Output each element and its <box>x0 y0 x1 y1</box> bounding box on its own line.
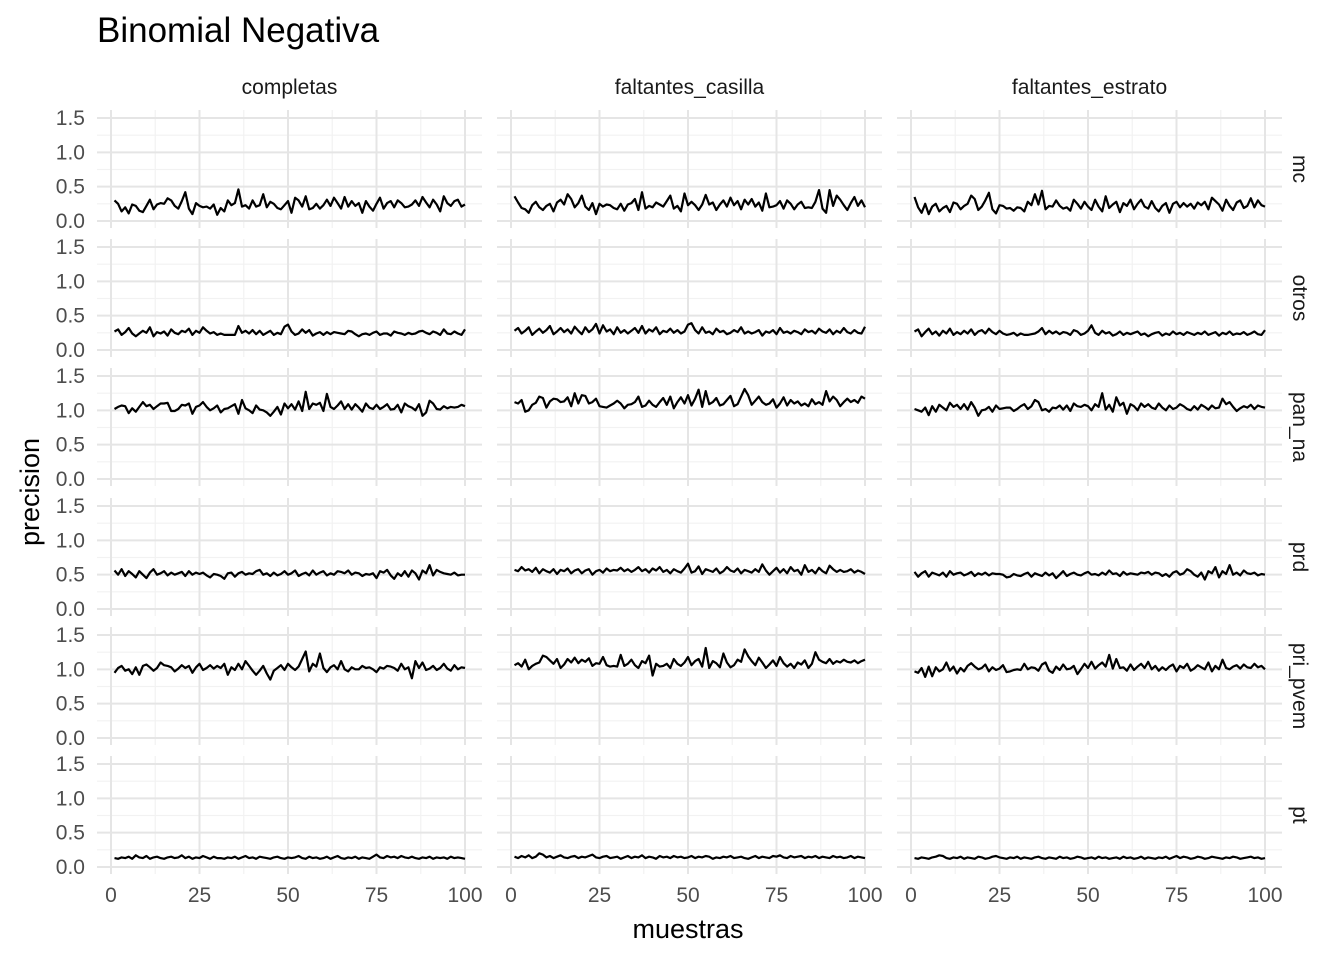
chart-title: Binomial Negativa <box>97 11 380 50</box>
series-line-otros-faltantes_casilla <box>513 322 866 337</box>
facet-column-label-faltantes_casilla: faltantes_casilla <box>615 76 765 99</box>
facet-panel-prd-faltantes_estrato <box>897 498 1282 616</box>
y-tick-label: 1.5 <box>56 236 85 259</box>
facet-panel-pri_pvem-completas <box>97 627 482 745</box>
series-line-pt-faltantes_casilla <box>514 852 866 860</box>
y-tick-label: 0.5 <box>56 822 85 845</box>
facet-panel-pt-faltantes_estrato <box>897 756 1282 874</box>
facet-column-label-completas: completas <box>242 76 338 99</box>
facet-panel-prd-completas <box>97 498 482 616</box>
facet-panel-mc-completas <box>97 110 482 228</box>
facet-panel-pan_na-faltantes_estrato <box>897 368 1282 486</box>
facet-panel-otros-completas <box>97 239 482 357</box>
series-line-pan_na-completas <box>113 390 466 417</box>
facet-column-label-faltantes_estrato: faltantes_estrato <box>1012 76 1167 99</box>
y-tick-label: 0.0 <box>56 339 85 362</box>
y-tick-label: 0.0 <box>56 856 85 879</box>
facet-row-label-pri_pvem: pri_pvem <box>1288 643 1311 729</box>
series-line-prd-faltantes_estrato <box>913 563 1266 581</box>
series-line-pan_na-faltantes_casilla <box>514 387 866 413</box>
facet-row-label-pt: pt <box>1288 806 1311 824</box>
facet-panel-pri_pvem-faltantes_estrato <box>897 627 1282 745</box>
x-tick-label: 75 <box>365 884 388 907</box>
facet-panel-pt-faltantes_casilla <box>497 756 882 874</box>
series-line-mc-completas <box>113 188 466 216</box>
facet-panel-mc-faltantes_estrato <box>897 110 1282 228</box>
series-line-pt-completas <box>114 853 466 860</box>
x-tick-label: 25 <box>188 884 211 907</box>
facet-grid: 0.0 0.5 1.0 1.5 mc 0.0 0.5 1.0 1.5 otros 0.0 0.5 1.0… <box>56 76 1311 907</box>
facet-row-label-otros: otros <box>1288 275 1311 322</box>
y-tick-label: 1.5 <box>56 495 85 518</box>
y-tick-label: 1.5 <box>56 365 85 388</box>
x-tick-label: 100 <box>1247 884 1282 907</box>
y-tick-label: 0.0 <box>56 210 85 233</box>
y-axis-label: precision <box>15 438 45 546</box>
facet-panel-pri_pvem-faltantes_casilla <box>497 627 882 745</box>
x-tick-label: 0 <box>905 884 917 907</box>
y-tick-label: 1.5 <box>56 753 85 776</box>
series-line-prd-completas <box>113 563 465 581</box>
series-line-pt-faltantes_estrato <box>914 854 1266 860</box>
x-tick-label: 100 <box>447 884 482 907</box>
y-tick-label: 0.5 <box>56 693 85 716</box>
facet-panel-pan_na-faltantes_casilla <box>497 368 882 486</box>
x-tick-label: 50 <box>276 884 299 907</box>
y-tick-label: 1.0 <box>56 529 85 552</box>
facet-row-label-pan_na: pan_na <box>1288 392 1311 462</box>
y-tick-label: 0.5 <box>56 564 85 587</box>
series-line-pri_pvem-faltantes_estrato <box>914 653 1266 679</box>
y-tick-label: 1.0 <box>56 399 85 422</box>
y-tick-label: 1.0 <box>56 658 85 681</box>
x-tick-label: 25 <box>988 884 1011 907</box>
x-tick-label: 50 <box>1076 884 1099 907</box>
y-tick-label: 0.5 <box>56 305 85 328</box>
y-tick-label: 1.0 <box>56 270 85 293</box>
x-tick-label: 75 <box>1165 884 1188 907</box>
x-tick-label: 100 <box>847 884 882 907</box>
facet-panel-otros-faltantes_estrato <box>897 239 1282 357</box>
facet-panel-mc-faltantes_casilla <box>497 110 882 228</box>
x-tick-label: 75 <box>765 884 788 907</box>
y-tick-label: 1.5 <box>56 107 85 130</box>
x-tick-label: 0 <box>505 884 517 907</box>
facet-panel-prd-faltantes_casilla <box>497 498 882 616</box>
y-tick-label: 0.0 <box>56 727 85 750</box>
y-tick-label: 0.5 <box>56 434 85 457</box>
y-tick-label: 0.0 <box>56 468 85 491</box>
series-line-mc-faltantes_casilla <box>513 189 866 216</box>
series-line-pan_na-faltantes_estrato <box>914 392 1266 417</box>
y-tick-label: 1.0 <box>56 141 85 164</box>
x-tick-label: 0 <box>105 884 117 907</box>
series-line-pri_pvem-faltantes_casilla <box>513 646 866 677</box>
series-line-pri_pvem-completas <box>113 650 466 681</box>
y-tick-label: 0.5 <box>56 176 85 199</box>
x-tick-label: 25 <box>588 884 611 907</box>
y-tick-label: 1.5 <box>56 624 85 647</box>
series-line-mc-faltantes_estrato <box>913 189 1266 216</box>
series-line-otros-completas <box>113 323 466 338</box>
series-line-otros-faltantes_estrato <box>913 324 1266 338</box>
facet-row-label-prd: prd <box>1288 542 1311 572</box>
y-tick-label: 0.0 <box>56 598 85 621</box>
series-line-prd-faltantes_casilla <box>514 562 866 576</box>
facet-panel-otros-faltantes_casilla <box>497 239 882 357</box>
facet-row-label-mc: mc <box>1288 155 1311 183</box>
facet-panel-pan_na-completas <box>97 368 482 486</box>
y-tick-label: 1.0 <box>56 787 85 810</box>
facet-panel-pt-completas <box>97 756 482 874</box>
x-axis-label: muestras <box>632 914 743 944</box>
x-tick-label: 50 <box>676 884 699 907</box>
